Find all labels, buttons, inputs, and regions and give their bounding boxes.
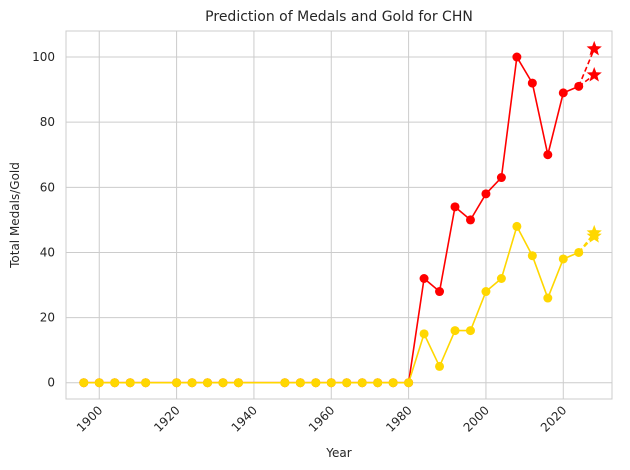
data-point [295,378,305,388]
data-point [79,378,89,388]
data-point [481,189,491,199]
data-point [94,378,104,388]
data-point [218,378,228,388]
data-point [435,287,445,297]
data-point [543,293,553,303]
data-point [512,221,522,231]
y-tick-label: 40 [40,245,55,259]
data-point [388,378,398,388]
data-point [419,274,429,284]
y-tick-labels: 0 20 40 60 80 100 [32,50,55,390]
data-point [465,215,475,225]
data-point [172,378,182,388]
data-point [125,378,135,388]
data-point [558,88,568,98]
y-tick-label: 20 [40,311,55,325]
y-tick-label: 80 [40,115,55,129]
data-point [342,378,352,388]
data-point [512,52,522,62]
data-point [558,254,568,264]
plot-frame [65,30,613,400]
data-point [311,378,321,388]
data-point [280,378,290,388]
data-point [203,378,213,388]
y-axis-label: Total Medals/Gold [8,162,22,269]
data-point [465,326,475,336]
prediction-line [578,48,595,87]
data-point [527,251,537,261]
data-point [450,326,460,336]
y-tick-label: 0 [47,376,55,390]
data-point [233,378,243,388]
data-point [450,202,460,212]
data-point [141,378,151,388]
chart-title: Prediction of Medals and Gold for CHN [205,9,473,25]
x-axis-label: Year [325,446,351,460]
y-tick-label: 100 [32,50,55,64]
data-point [110,378,120,388]
data-point [435,361,445,371]
data-point [527,78,537,88]
prediction-star-marker [586,40,602,56]
data-point [326,378,336,388]
series-1 [79,221,602,388]
data-point [419,329,429,339]
data-point [496,173,506,183]
data-point [543,150,553,160]
prediction-star-marker [586,228,602,243]
series-line [83,225,580,384]
data-point [373,378,383,388]
data-point [187,378,197,388]
data-point [481,287,491,297]
prediction-star-marker [586,66,602,82]
y-tick-label: 60 [40,180,55,194]
data-point [357,378,367,388]
series-layer [79,40,602,388]
data-point [496,274,506,284]
data-point [404,378,414,388]
